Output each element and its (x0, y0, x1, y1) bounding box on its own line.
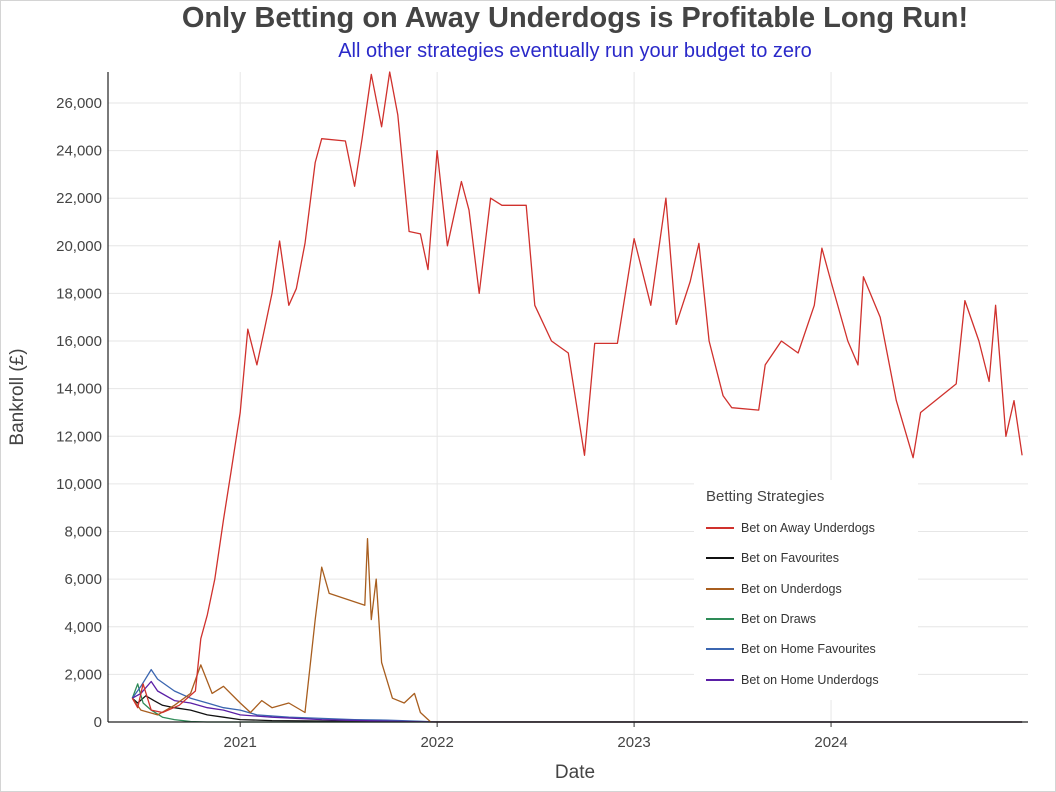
chart-title: Only Betting on Away Underdogs is Profit… (181, 2, 969, 34)
legend: Betting Strategies Bet on Away Underdogs… (694, 480, 918, 700)
y-tick-label: 16,000 (56, 333, 102, 350)
y-tick-label: 0 (94, 714, 102, 731)
y-tick-label: 2,000 (64, 666, 102, 683)
y-tick-label: 14,000 (56, 381, 102, 398)
legend-label: Bet on Underdogs (741, 581, 842, 596)
legend-item[interactable]: Bet on Favourites (706, 548, 839, 568)
legend-swatch (706, 648, 734, 651)
y-tick-label: 8,000 (64, 524, 102, 541)
legend-swatch (706, 587, 734, 590)
legend-label: Bet on Home Favourites (741, 642, 876, 657)
x-tick-label: 2021 (224, 734, 257, 751)
chart-subtitle: All other strategies eventually run your… (338, 40, 812, 62)
series-line-bet-on-home-favourites (131, 668, 1023, 723)
legend-title: Betting Strategies (706, 488, 825, 505)
legend-label: Bet on Draws (741, 611, 817, 626)
y-tick-label: 26,000 (56, 95, 102, 112)
series-line-bet-on-away-underdogs (131, 71, 1023, 714)
legend-label: Bet on Favourites (741, 551, 839, 566)
axes (107, 72, 1028, 727)
tick-labels: 0 2,000 4,000 6,000 8,000 10,000 12,000 14,000 1… (56, 95, 848, 751)
legend-item[interactable]: Bet on Away Underdogs (706, 518, 875, 538)
legend-swatch (706, 527, 734, 529)
legend-item[interactable]: Bet on Underdogs (706, 579, 842, 599)
legend-item[interactable]: Bet on Home Underdogs (706, 670, 879, 690)
x-tick-label: 2024 (814, 734, 847, 751)
legend-label: Bet on Away Underdogs (741, 521, 875, 535)
y-tick-label: 22,000 (56, 190, 102, 207)
x-tick-label: 2022 (420, 734, 453, 751)
legend-swatch (706, 557, 734, 560)
x-axis-label: Date (554, 762, 596, 783)
y-tick-label: 20,000 (56, 238, 102, 255)
legend-label: Bet on Home Underdogs (741, 672, 879, 687)
y-tick-label: 12,000 (56, 428, 102, 445)
y-tick-label: 6,000 (64, 571, 102, 588)
y-tick-label: 10,000 (56, 476, 102, 493)
y-tick-label: 4,000 (64, 619, 102, 636)
legend-swatch (706, 678, 734, 681)
series-line-bet-on-underdogs (131, 538, 1023, 723)
y-tick-label: 24,000 (56, 143, 102, 160)
x-tick-label: 2023 (617, 734, 650, 751)
y-tick-label: 18,000 (56, 285, 102, 302)
series-line-bet-on-favourites (131, 695, 1023, 723)
legend-swatch (706, 617, 734, 620)
legend-item[interactable]: Bet on Home Favourites (706, 639, 876, 659)
legend-item[interactable]: Bet on Draws (706, 609, 816, 629)
